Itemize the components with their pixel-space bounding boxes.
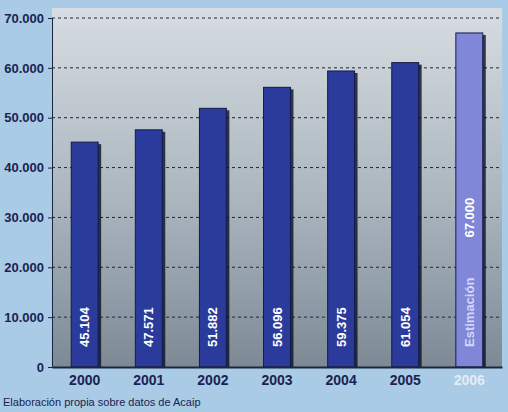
bar: [71, 142, 98, 367]
y-tick-label: 0: [37, 360, 44, 375]
bar: [392, 63, 419, 367]
data-label: 47.571: [141, 307, 156, 347]
y-tick-label: 50.000: [4, 110, 44, 125]
y-tick-mark: [48, 18, 52, 19]
x-tick: 2005: [390, 367, 421, 388]
x-tick-label: 2000: [69, 372, 100, 388]
y-tick-mark: [48, 68, 52, 69]
y-axis: 0 10.000 20.000 30.000 40.000 50.000 60.000 70.…: [4, 11, 52, 375]
y-tick-mark: [48, 168, 52, 169]
data-label: 61.054: [398, 306, 413, 347]
y-tick-mark: [48, 217, 52, 218]
bar: [199, 108, 226, 367]
y-tick-mark: [48, 267, 52, 268]
y-tick-mark: [48, 367, 52, 368]
grid-line: [52, 67, 502, 68]
data-label: 59.375: [334, 307, 349, 347]
x-tick: 2000: [69, 367, 100, 388]
annotation: Estimación: [462, 278, 477, 347]
y-tick-mark: [48, 118, 52, 119]
y-axis-line: [48, 19, 53, 368]
bar: [456, 33, 483, 367]
x-tick-label: 2001: [133, 372, 164, 388]
grid-line: [52, 18, 502, 19]
data-label: 67.000: [462, 198, 477, 238]
source: Elaboración propia sobre datos de Acaip: [3, 396, 201, 408]
y-tick: 50.000: [4, 110, 52, 125]
bars: [71, 33, 486, 367]
bar: [135, 130, 162, 367]
data-label: 45.104: [77, 306, 92, 347]
x-tick: 2002: [197, 367, 228, 388]
y-tick-label: 10.000: [4, 310, 44, 325]
data-labels: 45.104 47.571 51.882 56.096 59.375 61.054 Esti…: [77, 198, 477, 347]
bar: [264, 87, 291, 367]
y-tick-label: 60.000: [4, 61, 44, 76]
x-axis-line: [53, 367, 503, 369]
x-tick: 2003: [261, 367, 292, 388]
x-tick-label: 2002: [197, 372, 228, 388]
x-tick: 2006: [454, 367, 485, 388]
y-tick-label: 40.000: [4, 160, 44, 175]
x-tick-label: 2006: [454, 372, 485, 388]
y-tick: 70.000: [4, 11, 52, 26]
y-tick-label: 70.000: [4, 11, 44, 26]
y-tick-mark: [48, 317, 52, 318]
y-tick: 60.000: [4, 61, 52, 76]
y-tick-label: 20.000: [4, 260, 44, 275]
x-tick-label: 2005: [390, 372, 421, 388]
bar: [328, 71, 355, 367]
y-tick: 20.000: [4, 260, 52, 275]
x-tick: 2004: [326, 367, 357, 388]
y-tick: 40.000: [4, 160, 52, 175]
y-tick: 30.000: [4, 210, 52, 225]
x-tick-label: 2003: [261, 372, 292, 388]
y-tick-label: 30.000: [4, 210, 44, 225]
y-tick: 10.000: [4, 310, 52, 325]
chart: 45.104 47.571 51.882 56.096 59.375 61.054 Esti…: [0, 0, 508, 412]
plot-background: [52, 8, 502, 367]
x-axis: 2000 2001 2002 2003 2004 2005 2006: [53, 367, 503, 388]
x-tick: 2001: [133, 367, 164, 388]
x-tick-label: 2004: [326, 372, 357, 388]
data-label: 51.882: [205, 307, 220, 347]
data-label: 56.096: [270, 307, 285, 347]
y-tick: 0: [37, 360, 52, 375]
